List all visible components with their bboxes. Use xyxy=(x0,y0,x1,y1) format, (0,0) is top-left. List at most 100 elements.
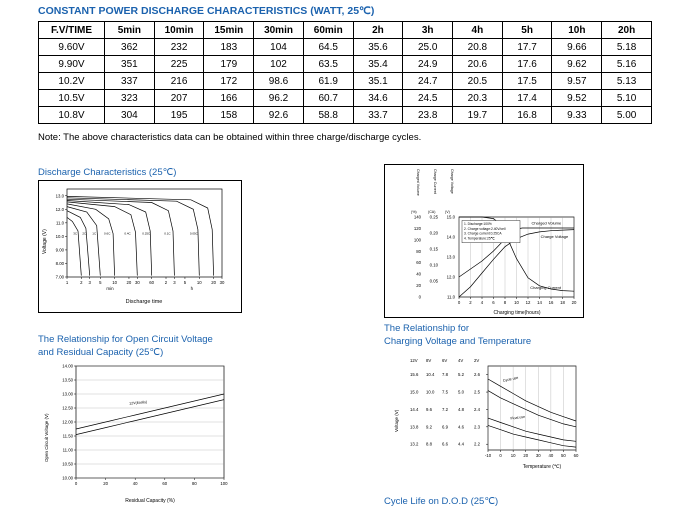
svg-text:60: 60 xyxy=(574,453,579,458)
svg-text:1: 1 xyxy=(66,280,69,285)
svg-text:20: 20 xyxy=(127,280,132,285)
svg-text:8.8: 8.8 xyxy=(426,442,433,447)
y-axis-unit-current: (CA) xyxy=(428,210,435,214)
table-cell: 323 xyxy=(104,89,155,107)
table-cell: 35.4 xyxy=(352,55,404,73)
table-cell: 20.6 xyxy=(452,55,503,73)
svg-text:3. Charge current:0.25CA: 3. Charge current:0.25CA xyxy=(464,232,502,236)
table-cell: 24.7 xyxy=(402,72,454,90)
table-note: Note: The above characteristics data can… xyxy=(38,132,422,143)
svg-text:5: 5 xyxy=(99,280,102,285)
table-header-cell: 20h xyxy=(601,21,652,39)
svg-text:4.4: 4.4 xyxy=(458,442,465,447)
table-cell: 98.6 xyxy=(253,72,304,90)
svg-text:12.0: 12.0 xyxy=(56,207,65,212)
svg-text:20: 20 xyxy=(211,280,216,285)
svg-text:30: 30 xyxy=(135,280,140,285)
svg-text:60: 60 xyxy=(416,260,421,265)
svg-text:11.0: 11.0 xyxy=(447,295,456,300)
svg-text:6.6: 6.6 xyxy=(442,442,449,447)
table-cell: 158 xyxy=(203,106,255,124)
svg-text:4. Temperature:25℃: 4. Temperature:25℃ xyxy=(464,236,495,240)
svg-text:2.4: 2.4 xyxy=(474,407,481,412)
charging-plot-area: 0 2 4 6 8 10 12 14 16 18 20 15.0 14.0 13.0 12.0 11.0 0.2… xyxy=(414,215,577,306)
table-cell: 351 xyxy=(104,55,155,73)
svg-text:0: 0 xyxy=(75,481,78,486)
svg-text:30: 30 xyxy=(220,280,225,285)
svg-text:12: 12 xyxy=(526,300,531,305)
y-axis-label-voltage: Charge Voltage xyxy=(450,169,454,194)
svg-text:0: 0 xyxy=(419,295,422,300)
table-cell: 166 xyxy=(203,89,255,107)
svg-text:7.8: 7.8 xyxy=(442,372,449,377)
y-axis-unit-volume: (%) xyxy=(411,210,417,214)
table-header-cell: 60min xyxy=(302,21,354,39)
discharge-characteristics-chart: Voltage (V) Discharge time 1 2 3 5 10 20 30 60 2… xyxy=(38,180,242,313)
svg-text:100: 100 xyxy=(220,481,228,486)
svg-text:9.6: 9.6 xyxy=(426,407,433,412)
svg-text:2: 2 xyxy=(165,280,168,285)
svg-text:140: 140 xyxy=(414,215,422,220)
table-cell: 5.10 xyxy=(601,89,652,107)
y-axis-label: Voltage (V) xyxy=(394,409,399,432)
table-cell: 9.60V xyxy=(38,38,105,56)
svg-text:20: 20 xyxy=(523,453,528,458)
table-cell: 33.7 xyxy=(352,106,404,124)
table-row: 10.8V 304 195 158 92.6 58.8 33.7 23.8 19.7 16.8 9.… xyxy=(38,106,652,124)
svg-text:20: 20 xyxy=(572,300,577,305)
svg-text:10: 10 xyxy=(112,280,117,285)
ocv-residual-capacity-chart: Open Circuit Voltage (V) Residual Capaci… xyxy=(40,360,252,510)
svg-text:12.0: 12.0 xyxy=(447,275,456,280)
svg-text:13.00: 13.00 xyxy=(62,392,73,397)
svg-text:60: 60 xyxy=(162,481,167,486)
table-cell: 35.1 xyxy=(352,72,404,90)
table-cell: 216 xyxy=(153,72,205,90)
table-cell: 96.2 xyxy=(253,89,304,107)
table-cell: 63.5 xyxy=(302,55,354,73)
svg-text:0: 0 xyxy=(458,300,461,305)
table-cell: 207 xyxy=(153,89,205,107)
svg-text:10: 10 xyxy=(197,280,202,285)
table-cell: 24.9 xyxy=(402,55,454,73)
svg-text:60: 60 xyxy=(149,280,154,285)
svg-text:11.50: 11.50 xyxy=(63,434,74,439)
table-cell: 24.5 xyxy=(402,89,454,107)
table-header-cell: 5h xyxy=(501,21,553,39)
svg-text:13.50: 13.50 xyxy=(62,378,73,383)
table-header-cell: 4h xyxy=(452,21,503,39)
svg-text:12V: 12V xyxy=(410,358,418,363)
svg-text:40: 40 xyxy=(133,481,138,486)
svg-text:6: 6 xyxy=(492,300,495,305)
svg-text:0: 0 xyxy=(499,453,502,458)
svg-text:Charged Volume: Charged Volume xyxy=(531,220,562,225)
svg-text:14: 14 xyxy=(537,300,542,305)
chart-title-discharge: Discharge Characteristics (25℃) xyxy=(38,167,177,178)
table-cell: 5.18 xyxy=(601,38,652,56)
table-cell: 58.8 xyxy=(302,106,354,124)
svg-text:2. Charge voltage:2.40V/cell: 2. Charge voltage:2.40V/cell xyxy=(464,227,506,231)
table-cell: 10.5V xyxy=(38,89,105,107)
table-cell: 9.52 xyxy=(551,89,603,107)
svg-text:2: 2 xyxy=(80,280,83,285)
table-cell: 34.6 xyxy=(352,89,404,107)
svg-text:2: 2 xyxy=(469,300,472,305)
table-cell: 17.6 xyxy=(501,55,553,73)
chart-title-ocv-residual-capacity: The Relationship for Open Circuit Voltag… xyxy=(38,334,213,358)
svg-text:30: 30 xyxy=(536,453,541,458)
svg-text:-10: -10 xyxy=(485,453,492,458)
table-cell: 20.3 xyxy=(452,89,503,107)
svg-text:6.9: 6.9 xyxy=(442,424,449,429)
table-cell: 17.7 xyxy=(501,38,553,56)
svg-text:7.00: 7.00 xyxy=(56,275,65,280)
svg-text:9.2: 9.2 xyxy=(426,424,433,429)
svg-text:0.1C: 0.1C xyxy=(164,231,171,235)
x-axis-label: Discharge time xyxy=(126,299,163,305)
svg-text:20: 20 xyxy=(416,283,421,288)
table-cell: 23.8 xyxy=(402,106,454,124)
table-cell: 362 xyxy=(104,38,155,56)
svg-text:5: 5 xyxy=(184,280,187,285)
svg-text:8.00: 8.00 xyxy=(56,261,65,266)
svg-text:10: 10 xyxy=(511,453,516,458)
svg-text:0.05: 0.05 xyxy=(430,279,439,284)
table-cell: 9.62 xyxy=(551,55,603,73)
